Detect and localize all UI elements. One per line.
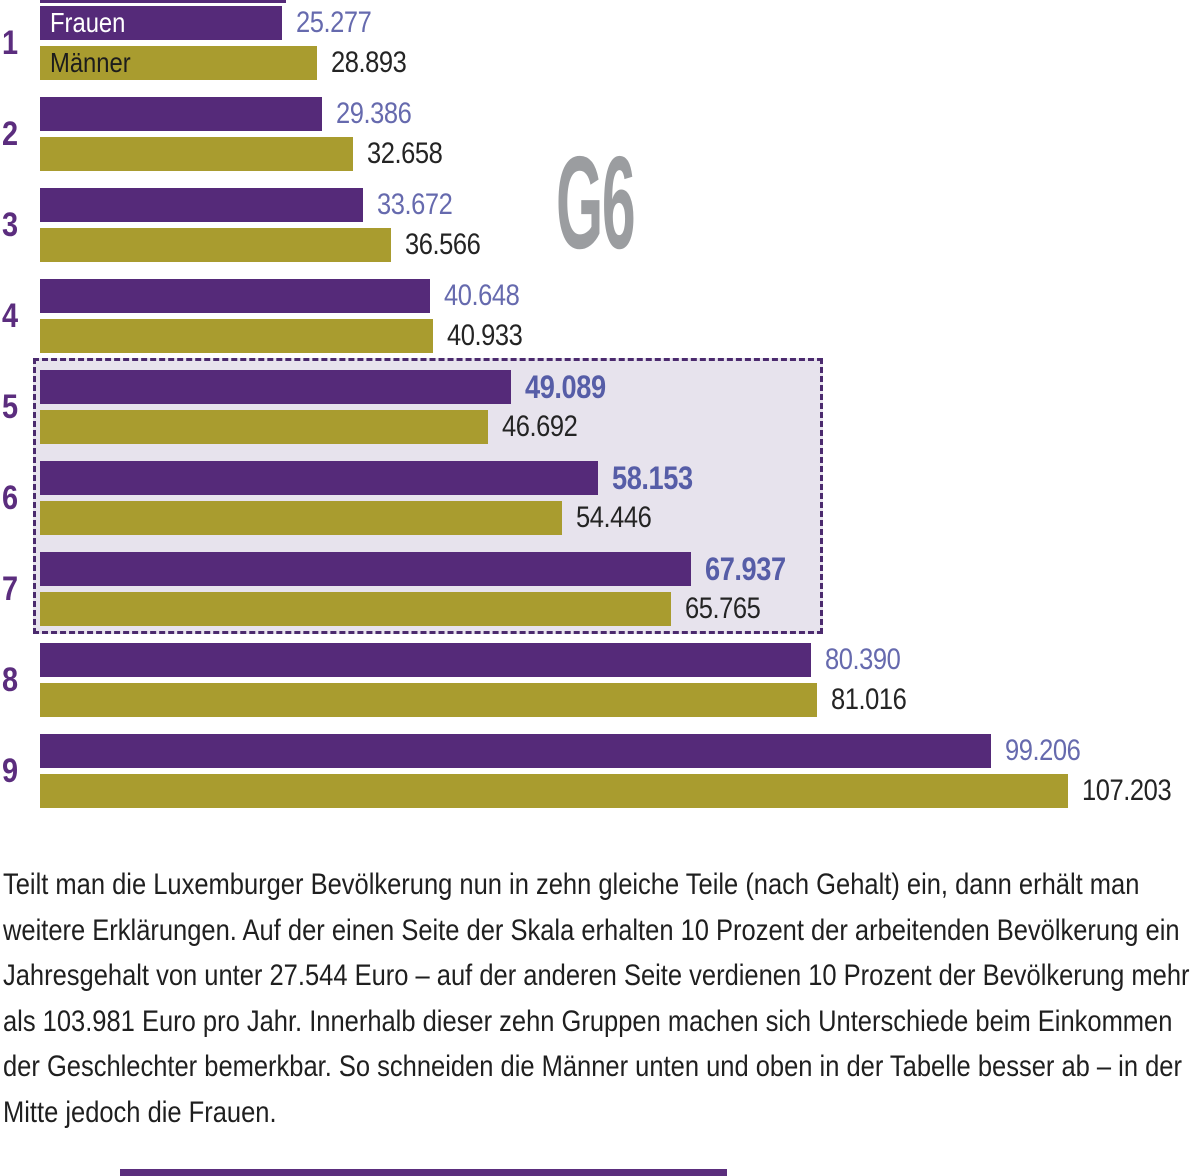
- decile-income-bar-chart: 1 Frauen 25.277 Männer 28.893 2 29.386 32.658 3 3…: [2, 6, 1172, 808]
- highlight-box: [33, 358, 823, 634]
- caption-text: Teilt man die Luxemburger Bevölkerung nu…: [3, 868, 1190, 1129]
- frauen-bar: [40, 734, 991, 768]
- chart-number-label: G6: [556, 129, 636, 276]
- category-label: 8: [2, 660, 19, 699]
- cutoff-bar-bottom: [120, 1169, 727, 1176]
- maenner-value-label: 81.016: [831, 683, 907, 716]
- category-label: 7: [2, 569, 19, 608]
- frauen-value-label: 29.386: [336, 97, 412, 130]
- maenner-bar: [40, 319, 433, 353]
- frauen-bar: [40, 188, 363, 222]
- frauen-value-label: 99.206: [1005, 734, 1081, 767]
- cutoff-bar-top: [40, 0, 286, 3]
- frauen-bar: [40, 279, 430, 313]
- maenner-value-label: 46.692: [502, 410, 578, 443]
- frauen-value-label: 33.672: [377, 188, 453, 221]
- category-label: 1: [2, 23, 19, 62]
- maenner-bar: [40, 592, 671, 626]
- maenner-bar: [40, 137, 353, 171]
- frauen-bar: [40, 461, 598, 495]
- maenner-legend-label: Männer: [50, 47, 131, 78]
- maenner-value-label: 32.658: [367, 137, 443, 170]
- maenner-bar: [40, 410, 488, 444]
- frauen-bar: Frauen: [40, 6, 282, 40]
- maenner-value-label: 107.203: [1082, 774, 1172, 807]
- maenner-bar: [40, 774, 1068, 808]
- frauen-value-label: 58.153: [612, 460, 693, 496]
- frauen-value-label: 25.277: [296, 6, 372, 39]
- maenner-value-label: 54.446: [576, 501, 652, 534]
- category-label: 2: [2, 114, 19, 153]
- frauen-value-label: 80.390: [825, 643, 901, 676]
- frauen-bar: [40, 97, 322, 131]
- category-label: 4: [2, 296, 19, 335]
- maenner-value-label: 65.765: [685, 592, 761, 625]
- frauen-bar: [40, 552, 691, 586]
- category-label: 5: [2, 387, 19, 426]
- category-label: 6: [2, 478, 19, 517]
- frauen-bar: [40, 370, 511, 404]
- frauen-value-label: 40.648: [444, 279, 520, 312]
- frauen-value-label: 67.937: [705, 551, 786, 587]
- maenner-value-label: 40.933: [447, 319, 523, 352]
- frauen-legend-label: Frauen: [50, 7, 126, 38]
- maenner-bar: [40, 501, 562, 535]
- maenner-value-label: 28.893: [331, 46, 407, 79]
- maenner-value-label: 36.566: [405, 228, 481, 261]
- category-label: 9: [2, 751, 19, 790]
- maenner-bar: [40, 228, 391, 262]
- category-label: 3: [2, 205, 19, 244]
- maenner-bar: Männer: [40, 46, 317, 80]
- maenner-bar: [40, 683, 817, 717]
- frauen-value-label: 49.089: [525, 369, 606, 405]
- frauen-bar: [40, 643, 811, 677]
